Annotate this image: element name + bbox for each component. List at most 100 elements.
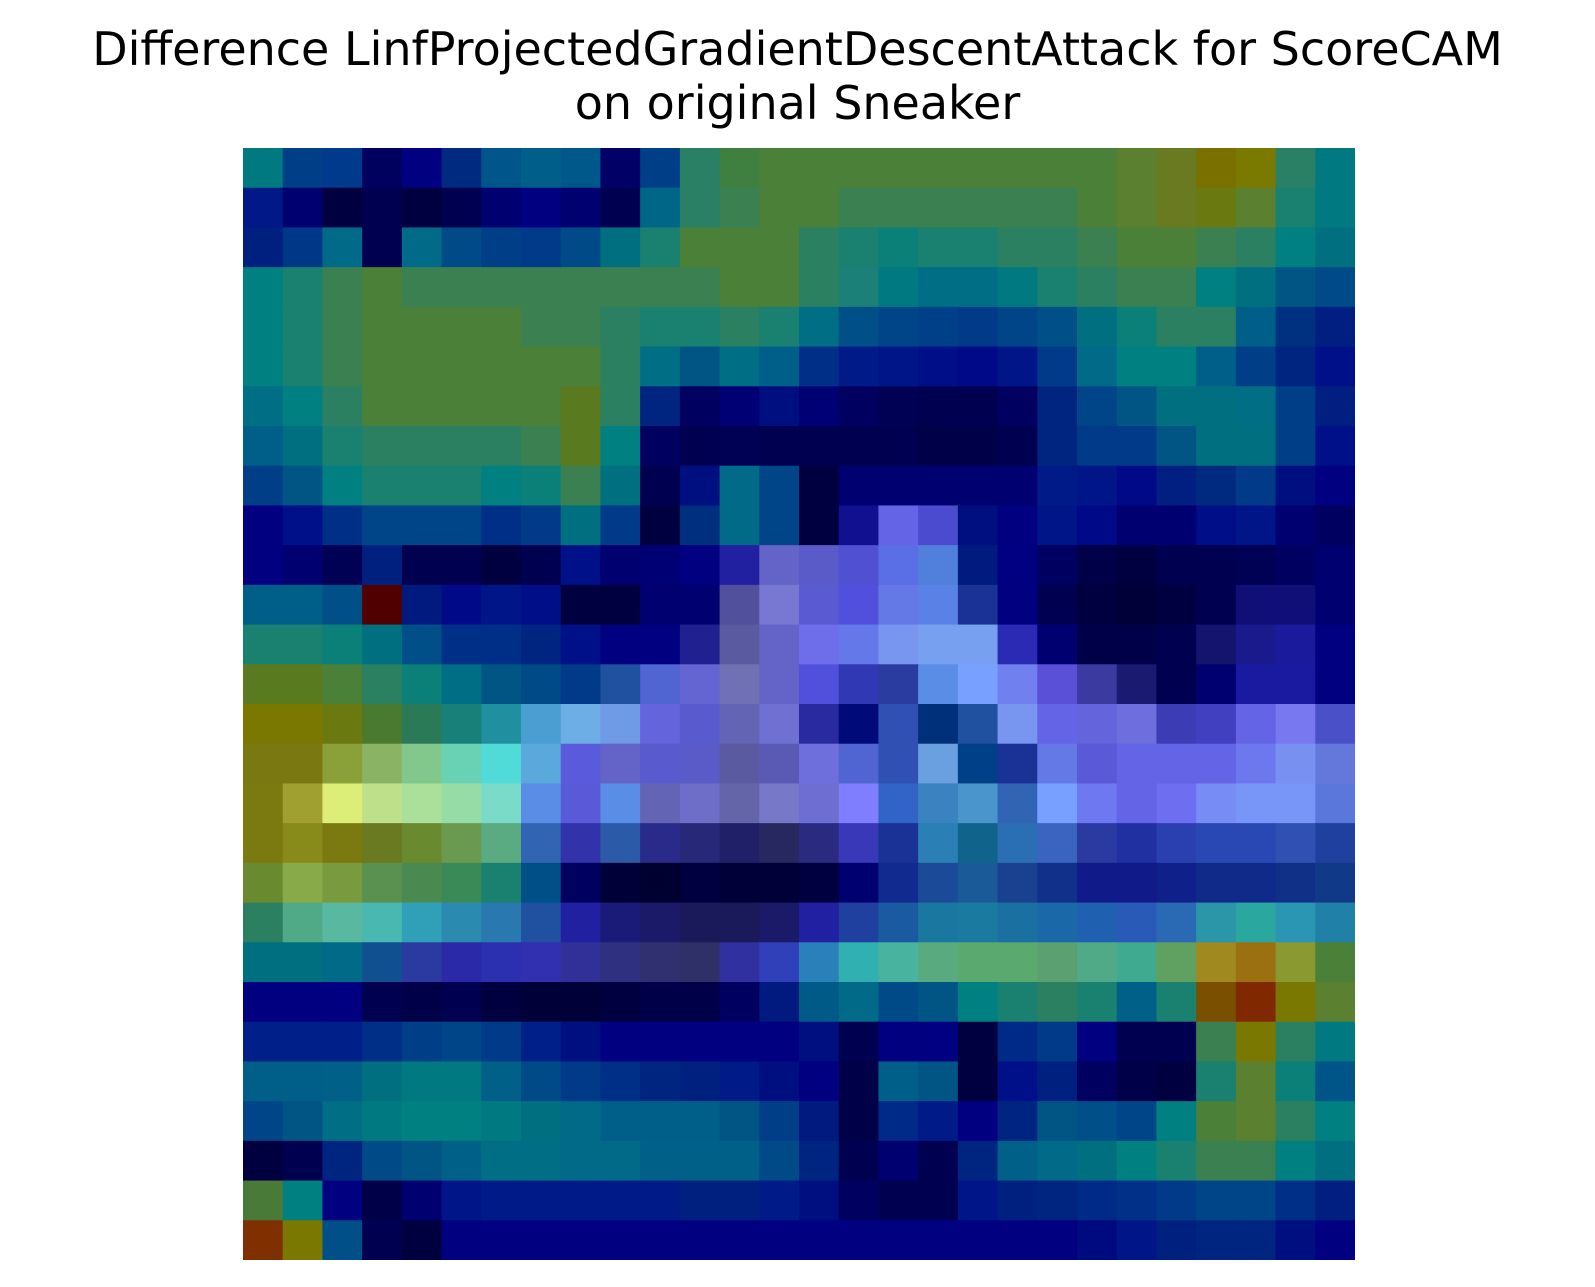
heatmap-cell: [918, 426, 959, 467]
heatmap-cell: [957, 1220, 999, 1260]
heatmap-cell: [957, 148, 999, 189]
heatmap-cell: [362, 386, 403, 427]
heatmap-cell: [640, 1021, 681, 1063]
heatmap-cell: [719, 783, 760, 824]
heatmap-cell: [560, 1220, 602, 1260]
heatmap-cell: [799, 1220, 840, 1260]
heatmap-cell: [759, 306, 800, 348]
heatmap-cell: [481, 982, 522, 1023]
heatmap-cell: [1116, 386, 1158, 427]
heatmap-cell: [243, 664, 284, 705]
heatmap-cell: [1275, 505, 1316, 546]
heatmap-cell: [1235, 227, 1277, 268]
heatmap-cell: [679, 862, 721, 904]
heatmap-cell: [799, 1021, 840, 1063]
heatmap-cell: [997, 346, 1038, 387]
heatmap-cell: [600, 1101, 641, 1142]
heatmap-cell: [997, 862, 1038, 904]
heatmap-cell: [838, 902, 880, 943]
heatmap-cell: [1156, 346, 1197, 387]
heatmap-cell: [679, 148, 721, 189]
heatmap-cell: [600, 306, 641, 348]
heatmap-cell: [878, 743, 919, 785]
heatmap-cell: [799, 267, 840, 308]
heatmap-cell: [560, 267, 602, 308]
heatmap-cell: [838, 1021, 880, 1063]
heatmap-cell: [1037, 148, 1078, 189]
heatmap-cell: [640, 1140, 681, 1182]
heatmap-cell: [957, 346, 999, 387]
heatmap-cell: [759, 346, 800, 387]
heatmap-cell: [322, 1180, 363, 1221]
heatmap-cell: [997, 1021, 1038, 1063]
heatmap-cell: [282, 823, 324, 864]
heatmap-cell: [560, 306, 602, 348]
heatmap-cell: [1156, 902, 1197, 943]
heatmap-cell: [997, 664, 1038, 705]
heatmap-cell: [1156, 704, 1197, 745]
heatmap-cell: [521, 1061, 562, 1102]
heatmap-cell: [481, 465, 522, 507]
heatmap-cell: [1315, 465, 1355, 507]
heatmap-cell: [243, 1101, 284, 1142]
heatmap-cell: [401, 1021, 443, 1063]
heatmap-cell: [322, 783, 363, 824]
heatmap-cell: [759, 902, 800, 943]
heatmap-cell: [878, 584, 919, 626]
heatmap-cell: [1156, 664, 1197, 705]
heatmap-cell: [997, 982, 1038, 1023]
heatmap-cell: [521, 862, 562, 904]
heatmap-cell: [441, 346, 482, 387]
heatmap-cell: [679, 267, 721, 308]
heatmap-cell: [1235, 1140, 1277, 1182]
heatmap-cell: [600, 783, 641, 824]
heatmap-cell: [1235, 505, 1277, 546]
heatmap-cell: [521, 426, 562, 467]
heatmap-cell: [1196, 227, 1237, 268]
heatmap-cell: [1116, 743, 1158, 785]
heatmap-cell: [243, 386, 284, 427]
heatmap-cell: [759, 187, 800, 229]
heatmap-cell: [640, 1180, 681, 1221]
heatmap-cell: [521, 267, 562, 308]
heatmap-cell: [1315, 148, 1355, 189]
heatmap-cell: [640, 227, 681, 268]
heatmap-cell: [441, 704, 482, 745]
heatmap-cell: [1196, 1101, 1237, 1142]
heatmap-cell: [1037, 267, 1078, 308]
heatmap-cell: [401, 823, 443, 864]
heatmap-cell: [362, 704, 403, 745]
heatmap-cell: [1156, 584, 1197, 626]
heatmap-cell: [878, 704, 919, 745]
heatmap-cell: [640, 267, 681, 308]
heatmap-cell: [1196, 982, 1237, 1023]
heatmap-cell: [957, 1061, 999, 1102]
heatmap-cell: [640, 505, 681, 546]
heatmap-cell: [1235, 1021, 1277, 1063]
heatmap-cell: [838, 1220, 880, 1260]
heatmap-cell: [878, 1220, 919, 1260]
heatmap-cell: [1196, 1021, 1237, 1063]
heatmap-cell: [401, 187, 443, 229]
heatmap-cell: [1116, 584, 1158, 626]
heatmap-cell: [1077, 465, 1118, 507]
heatmap-cell: [1275, 664, 1316, 705]
heatmap-cell: [957, 1101, 999, 1142]
heatmap-cell: [1116, 505, 1158, 546]
heatmap-cell: [481, 942, 522, 983]
heatmap-cell: [481, 743, 522, 785]
heatmap-cell: [1196, 664, 1237, 705]
heatmap-cell: [759, 1101, 800, 1142]
heatmap-cell: [521, 664, 562, 705]
heatmap-cell: [362, 1061, 403, 1102]
heatmap-cell: [282, 902, 324, 943]
heatmap-cell: [640, 664, 681, 705]
heatmap-cell: [799, 505, 840, 546]
heatmap-cell: [362, 465, 403, 507]
heatmap-cell: [521, 942, 562, 983]
heatmap-cell: [997, 426, 1038, 467]
heatmap-cell: [1275, 1140, 1316, 1182]
heatmap-cell: [282, 1061, 324, 1102]
heatmap-cell: [640, 902, 681, 943]
heatmap-cell: [997, 823, 1038, 864]
